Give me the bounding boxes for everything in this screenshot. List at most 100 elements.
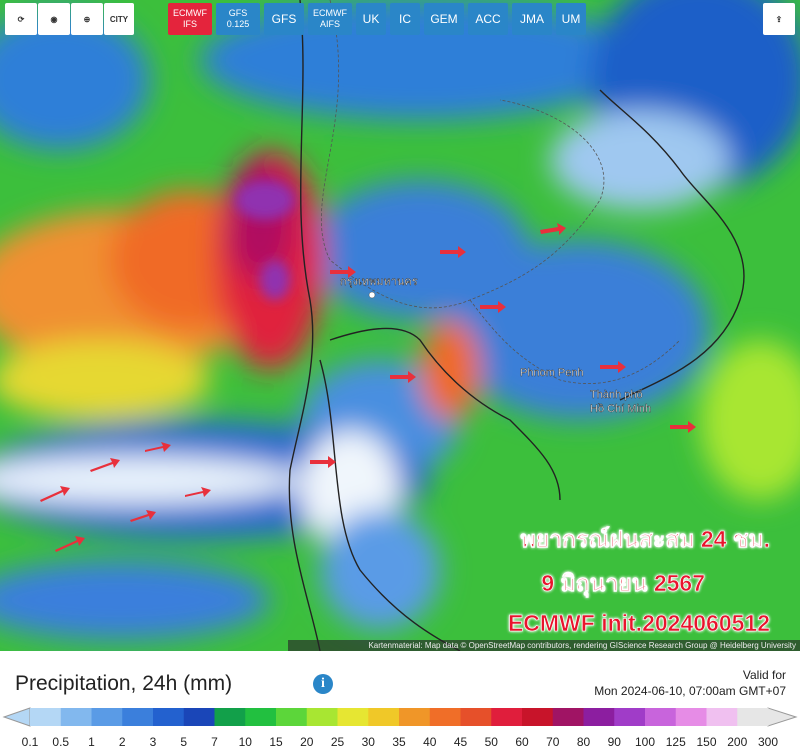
model-button[interactable]: ECMWF IFS (168, 3, 212, 35)
coastline (288, 0, 745, 651)
forecast-caption: พยากรณ์ฝนสะสม 24 ชม. (520, 526, 770, 553)
scale-label: 0.5 (52, 735, 69, 749)
scale-segment (276, 708, 308, 726)
scale-segment (399, 708, 431, 726)
footer-title: Precipitation, 24h (mm) (15, 672, 233, 695)
scale-label: 300 (758, 735, 778, 749)
scale-label: 45 (454, 735, 468, 749)
place-label: กรุงเทพมหานคร (340, 276, 418, 288)
info-button[interactable]: i (313, 674, 333, 694)
scale-segment (368, 708, 400, 726)
scale-segment (522, 708, 554, 726)
scale-label: 3 (150, 735, 157, 749)
precip-core (235, 180, 295, 300)
model-button[interactable]: JMA (512, 3, 552, 35)
model-label: ACC (475, 11, 501, 26)
wind-arrows (40, 223, 696, 552)
scale-segment (706, 708, 738, 726)
scale-label: 200 (727, 735, 747, 749)
valid-time: Mon 2024-06-10, 07:00am GMT+07 (594, 684, 786, 698)
city-button[interactable]: CITY (104, 3, 134, 35)
scale-segment (214, 708, 246, 726)
scale-segment (91, 708, 123, 726)
place-label: Phnom Penh (520, 367, 584, 379)
scale-label: 50 (485, 735, 499, 749)
color-scale: 0.1 0.5 1 2 3 5 7 10 15 20 25 30 35 40 45 50 60 70 80 90 100… (2, 707, 798, 749)
scale-segment (337, 708, 369, 726)
scale-label: 125 (666, 735, 686, 749)
scale-label: 20 (300, 735, 314, 749)
scale-label: 150 (696, 735, 716, 749)
place-label: Hồ Chí Minh (590, 403, 651, 415)
model-label: GFS (228, 8, 248, 18)
zoom-button[interactable]: ⊕ (71, 3, 103, 35)
scale-label: 0.1 (22, 735, 39, 749)
scale-segment (583, 708, 615, 726)
valid-label: Valid for (742, 668, 786, 682)
scale-segment (429, 708, 461, 726)
refresh-button[interactable]: ⟳ (5, 3, 37, 35)
scale-label: 1 (88, 735, 95, 749)
model-button[interactable]: GEM (424, 3, 464, 35)
scale-segment (552, 708, 584, 726)
model-label: ECMWF (313, 8, 347, 18)
scale-segment (737, 708, 769, 726)
location-button[interactable]: ◉ (38, 3, 70, 35)
scale-segment (645, 708, 677, 726)
model-label: IC (399, 11, 411, 26)
city-marker (368, 291, 376, 299)
scale-segment (491, 708, 523, 726)
scale-segment (122, 708, 154, 726)
model-button[interactable]: UM (556, 3, 586, 35)
scale-segment (153, 708, 185, 726)
model-label: GEM (430, 11, 458, 26)
model-label: AIFS (319, 19, 340, 29)
scale-segment (183, 708, 215, 726)
model-button[interactable]: UK (356, 3, 386, 35)
scale-label: 10 (239, 735, 253, 749)
model-button[interactable]: IC (390, 3, 420, 35)
scale-label: 30 (362, 735, 376, 749)
model-button[interactable]: GFS 0.125 (216, 3, 260, 35)
scale-label: 35 (392, 735, 406, 749)
place-label: Thành phố (590, 389, 643, 401)
forecast-init: ECMWF init.2024060512 (507, 610, 771, 637)
model-button[interactable]: ECMWF AIFS (308, 3, 352, 35)
scale-label: 40 (423, 735, 437, 749)
scale-segment (460, 708, 492, 726)
model-label: IFS (182, 19, 197, 29)
scale-label: 25 (331, 735, 345, 749)
scale-label: 60 (515, 735, 529, 749)
scale-label: 15 (269, 735, 283, 749)
scale-end (2, 707, 31, 727)
scale-label: 7 (211, 735, 218, 749)
scale-segment (675, 708, 707, 726)
scale-label: 5 (180, 735, 187, 749)
forecast-date: 9 มิถุนายน 2567 (541, 570, 705, 597)
model-label: 0.125 (226, 19, 250, 29)
model-button[interactable]: ACC (468, 3, 508, 35)
model-label: GFS (271, 11, 297, 26)
attribution: Kartenmaterial: Map data © OpenStreetMap… (288, 640, 800, 651)
borders (320, 0, 681, 384)
scale-segment (30, 708, 62, 726)
share-button[interactable]: ⇪ (763, 3, 795, 35)
scale-label: 2 (119, 735, 126, 749)
scale-label: 100 (635, 735, 655, 749)
model-label: ECMWF (173, 8, 207, 18)
model-button[interactable]: GFS (264, 3, 304, 35)
scale-label: 90 (608, 735, 622, 749)
scale-end (767, 707, 798, 727)
model-label: UK (362, 11, 380, 26)
scale-segment (60, 708, 92, 726)
scale-label: 80 (577, 735, 591, 749)
scale-segment (306, 708, 338, 726)
scale-label: 70 (546, 735, 560, 749)
scale-segment (245, 708, 277, 726)
model-label: UM (561, 11, 581, 26)
place-labels: กรุงเทพมหานคร Phnom Penh Thành phố Hồ Ch… (340, 276, 652, 415)
toolbar: ⟳ ◉ ⊕ CITY ⇪ ECMWF IFS GFS 0.125 GFS ECMWF AIF… (0, 3, 800, 37)
scale-segment (614, 708, 646, 726)
model-label: JMA (520, 11, 544, 26)
